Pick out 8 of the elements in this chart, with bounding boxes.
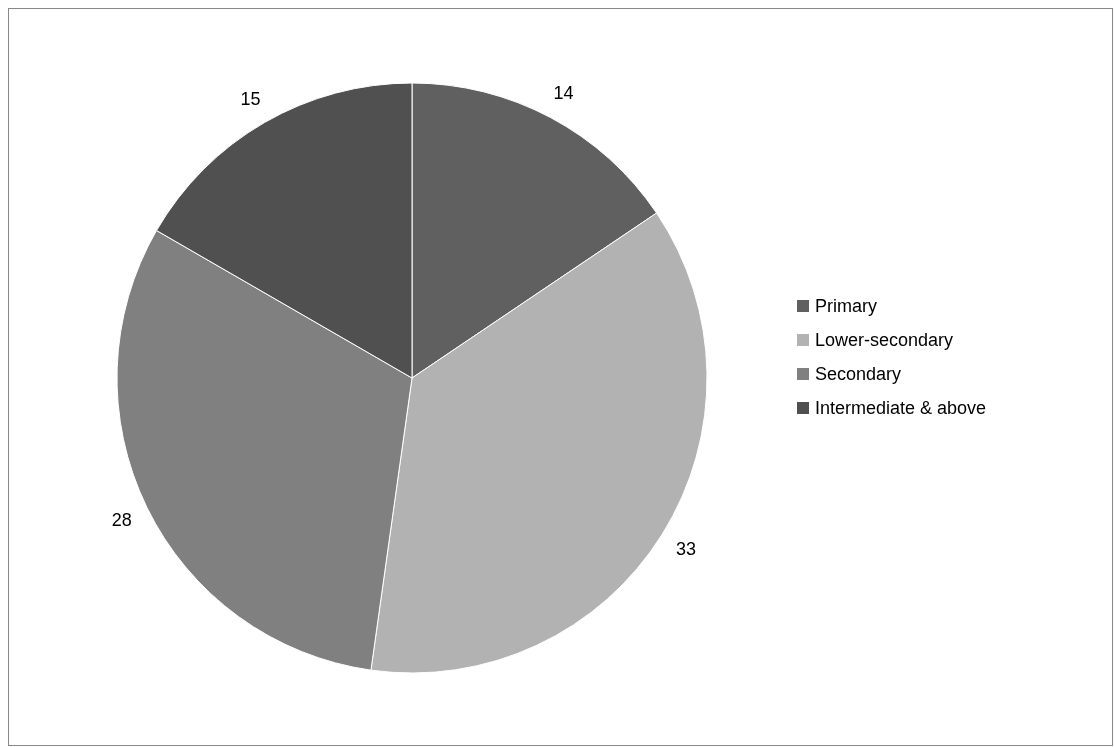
data-label: 28 [111,509,132,530]
data-label: 15 [240,88,261,109]
data-label: 14 [553,83,574,104]
legend-label: Lower-secondary [815,330,954,351]
data-label: 33 [675,539,696,560]
legend-label: Secondary [815,364,902,385]
legend-label: Intermediate & above [815,398,987,419]
legend-label: Primary [815,296,877,317]
